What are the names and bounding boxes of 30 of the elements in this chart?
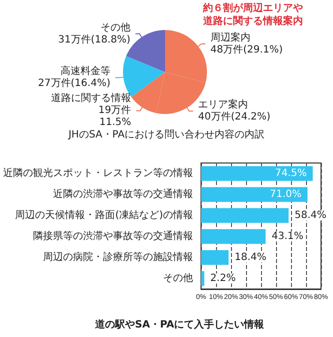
data-label: 31万件(18.8%): [58, 34, 130, 46]
bar: [201, 166, 313, 181]
y-tick-label: 近隣の渋滞や事故等の交通情報: [53, 188, 193, 200]
text: 約６割が周辺エリアや道路に関する情報案内: [202, 2, 303, 27]
slice-label: 道路に関する情報: [51, 92, 132, 104]
data-label: 40万件(24.2%): [198, 112, 271, 123]
y-tick-label: 周辺の病院・診療所等の施設情報: [43, 251, 193, 263]
bar: [201, 271, 204, 286]
bar: [201, 208, 289, 223]
slice-label: エリア案内: [198, 98, 248, 111]
data-label: 74.5%: [274, 168, 307, 179]
data-label: 48万件(29.1%): [210, 44, 283, 56]
bar: [201, 187, 308, 202]
data-label: 18.4%: [234, 252, 266, 263]
y-tick-label: 隣接県等の渋滞や事故等の交通情報: [33, 230, 193, 242]
y-tick-label: 周辺の天候情報・路面(凍結など)の情報: [15, 209, 193, 221]
bar: [201, 229, 266, 244]
bar: [201, 250, 229, 265]
text: JHのSA・PAにおける問い合わせ内容の内訳: [67, 128, 265, 140]
data-label: 43.1%: [272, 231, 304, 242]
text: 道の駅やSA・PAにて入手したい情報: [94, 318, 266, 330]
data-label: 71.0%: [270, 189, 302, 200]
y-tick-label: その他: [163, 272, 193, 284]
y-tick-label: 近隣の観光スポット・レストラン等の情報: [3, 167, 193, 179]
data-label: 19万件 11.5%: [98, 105, 132, 128]
data-label: 27万件(16.4%): [38, 78, 110, 90]
slice-label: 高速料金等: [60, 65, 110, 78]
data-label: 2.2%: [210, 273, 236, 284]
data-label: 58.4%: [294, 210, 326, 221]
slice-label: 周辺案内: [210, 31, 250, 44]
